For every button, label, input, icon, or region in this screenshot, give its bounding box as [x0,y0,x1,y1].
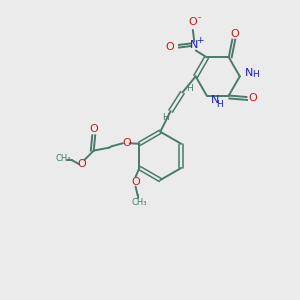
Text: H: H [252,70,259,80]
Text: O: O [231,29,240,39]
Text: O: O [89,124,98,134]
Text: O: O [165,42,174,52]
Text: CH₃: CH₃ [56,154,71,163]
Text: O: O [131,177,140,187]
Text: O: O [122,138,131,148]
Text: H: H [186,84,193,93]
Text: N: N [211,95,220,105]
Text: O: O [188,17,197,27]
Text: H: H [162,112,169,122]
Text: N: N [244,68,253,78]
Text: N: N [190,40,199,50]
Text: O: O [248,94,257,103]
Text: +: + [196,36,203,45]
Text: CH₃: CH₃ [131,198,147,207]
Text: O: O [78,158,86,169]
Text: H: H [217,100,223,109]
Text: -: - [197,13,200,22]
